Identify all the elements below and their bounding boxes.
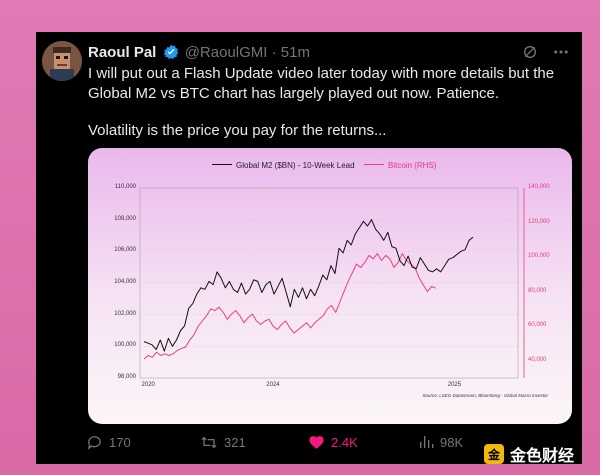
tweet-time[interactable]: 51m bbox=[280, 44, 310, 61]
legend-label-btc: Bitcoin (RHS) bbox=[388, 161, 437, 170]
chart-image[interactable]: Global M2 ($BN) - 10-Week Lead Bitcoin (… bbox=[88, 148, 572, 424]
retweet-count: 321 bbox=[224, 435, 246, 450]
tweet-text: I will put out a Flash Update video late… bbox=[88, 64, 568, 141]
y-right-tick-label: 140,000 bbox=[528, 184, 550, 190]
avatar[interactable] bbox=[42, 41, 82, 81]
more-options-icon[interactable] bbox=[552, 44, 570, 64]
watermark: 金 金色财经 bbox=[483, 442, 574, 466]
series-line-global-m2 bbox=[143, 219, 474, 352]
chart-source: Source: LSEG Datastream, Bloomberg - Glo… bbox=[422, 393, 548, 398]
series-line-bitcoin bbox=[143, 253, 436, 360]
grok-icon[interactable] bbox=[522, 44, 538, 64]
y-left-tick-label: 104,000 bbox=[114, 279, 136, 285]
tweet-header: Raoul Pal @RaoulGMI · 51m bbox=[88, 44, 574, 62]
views-chart-icon bbox=[420, 436, 434, 448]
x-tick-label: 2025 bbox=[447, 382, 462, 388]
tweet-paragraph-1: I will put out a Flash Update video late… bbox=[88, 65, 555, 102]
separator-dot: · bbox=[271, 44, 281, 61]
watermark-logo-icon: 金 bbox=[483, 444, 504, 464]
retweet-button[interactable]: 321 bbox=[200, 434, 246, 451]
y-left-tick-label: 106,000 bbox=[114, 247, 136, 254]
tweet-actions: 170 321 2.4K 98K bbox=[86, 432, 576, 454]
author-handle[interactable]: @RaoulGMI bbox=[184, 44, 268, 61]
legend-item-m2: Global M2 ($BN) - 10-Week Lead bbox=[212, 161, 355, 170]
like-count: 2.4K bbox=[331, 435, 358, 450]
header-actions bbox=[522, 44, 570, 64]
author-name[interactable]: Raoul Pal bbox=[88, 44, 157, 61]
y-right-tick-label: 120,000 bbox=[528, 218, 550, 225]
like-button[interactable]: 2.4K bbox=[308, 434, 358, 451]
avatar-image-icon bbox=[42, 41, 82, 81]
reply-icon bbox=[87, 436, 101, 450]
y-left-tick-label: 102,000 bbox=[114, 310, 136, 317]
y-left-tick-label: 98,000 bbox=[117, 374, 136, 380]
y-right-tick-label: 100,000 bbox=[528, 253, 550, 260]
views-button[interactable]: 98K bbox=[418, 434, 463, 450]
heart-filled-icon bbox=[309, 436, 324, 449]
legend-label-m2: Global M2 ($BN) - 10-Week Lead bbox=[236, 161, 355, 170]
x-tick-label: 2020 bbox=[141, 382, 155, 388]
reply-button[interactable]: 170 bbox=[86, 434, 131, 451]
retweet-icon bbox=[201, 436, 217, 449]
y-right-tick-label: 40,000 bbox=[528, 356, 547, 363]
legend-item-btc: Bitcoin (RHS) bbox=[364, 161, 436, 170]
y-left-tick-label: 108,000 bbox=[114, 215, 136, 222]
watermark-text: 金色财经 bbox=[509, 448, 574, 465]
chart-plot bbox=[139, 187, 525, 379]
reply-count: 170 bbox=[109, 435, 131, 450]
y-left-tick-label: 100,000 bbox=[114, 342, 136, 349]
y-left-tick-label: 110,000 bbox=[114, 184, 136, 190]
tweet-paragraph-2: Volatility is the price you pay for the … bbox=[88, 122, 387, 139]
x-tick-label: 2024 bbox=[266, 382, 280, 388]
verified-badge-icon bbox=[163, 44, 179, 64]
tweet-card: Raoul Pal @RaoulGMI · 51m I will put out… bbox=[36, 32, 582, 464]
y-right-tick-label: 80,000 bbox=[528, 287, 547, 294]
views-count: 98K bbox=[440, 434, 464, 450]
y-right-tick-label: 60,000 bbox=[528, 322, 547, 329]
